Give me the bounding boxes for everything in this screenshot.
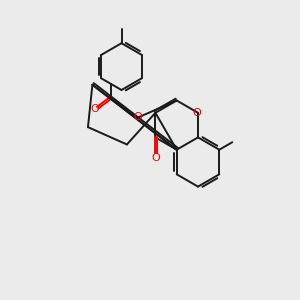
Text: O: O — [90, 104, 99, 115]
Text: O: O — [151, 152, 160, 163]
Text: O: O — [133, 112, 142, 122]
Text: O: O — [192, 108, 201, 118]
